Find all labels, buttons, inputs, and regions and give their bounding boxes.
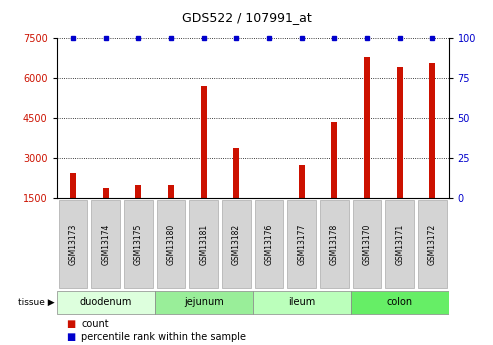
Bar — [331, 122, 337, 198]
Text: ■: ■ — [67, 319, 76, 329]
Bar — [385, 200, 414, 288]
Bar — [57, 291, 155, 314]
Bar — [418, 200, 447, 288]
Bar — [429, 63, 435, 198]
Text: GSM13176: GSM13176 — [264, 224, 274, 265]
Bar — [352, 200, 382, 288]
Text: GSM13178: GSM13178 — [330, 224, 339, 265]
Bar — [155, 291, 252, 314]
Text: GSM13173: GSM13173 — [69, 224, 77, 265]
Text: GSM13180: GSM13180 — [167, 224, 176, 265]
Bar — [124, 200, 153, 288]
Text: GSM13170: GSM13170 — [362, 224, 372, 265]
Text: percentile rank within the sample: percentile rank within the sample — [81, 332, 246, 342]
Bar — [252, 291, 351, 314]
Text: GDS522 / 107991_at: GDS522 / 107991_at — [181, 11, 312, 24]
Text: GSM13174: GSM13174 — [101, 224, 110, 265]
Bar — [287, 200, 316, 288]
Bar — [201, 86, 207, 198]
Text: GSM13177: GSM13177 — [297, 224, 306, 265]
Bar — [168, 185, 174, 198]
Bar — [254, 200, 283, 288]
Bar — [222, 200, 251, 288]
Bar — [59, 200, 87, 288]
Text: ileum: ileum — [288, 297, 316, 307]
Bar — [103, 188, 108, 198]
Text: tissue ▶: tissue ▶ — [18, 298, 54, 307]
Text: GSM13172: GSM13172 — [428, 224, 437, 265]
Bar — [233, 148, 239, 198]
Text: colon: colon — [387, 297, 413, 307]
Text: GSM13175: GSM13175 — [134, 224, 143, 265]
Bar — [364, 57, 370, 198]
Bar — [70, 173, 76, 198]
Bar — [189, 200, 218, 288]
Bar — [320, 200, 349, 288]
Bar — [157, 200, 185, 288]
Text: jejunum: jejunum — [184, 297, 223, 307]
Bar — [397, 67, 403, 198]
Bar — [351, 291, 449, 314]
Bar — [91, 200, 120, 288]
Text: GSM13171: GSM13171 — [395, 224, 404, 265]
Text: ■: ■ — [67, 332, 76, 342]
Bar — [299, 165, 305, 198]
Text: GSM13182: GSM13182 — [232, 224, 241, 265]
Bar — [136, 185, 141, 198]
Text: count: count — [81, 319, 109, 329]
Text: duodenum: duodenum — [79, 297, 132, 307]
Bar — [266, 198, 272, 201]
Text: GSM13181: GSM13181 — [199, 224, 208, 265]
